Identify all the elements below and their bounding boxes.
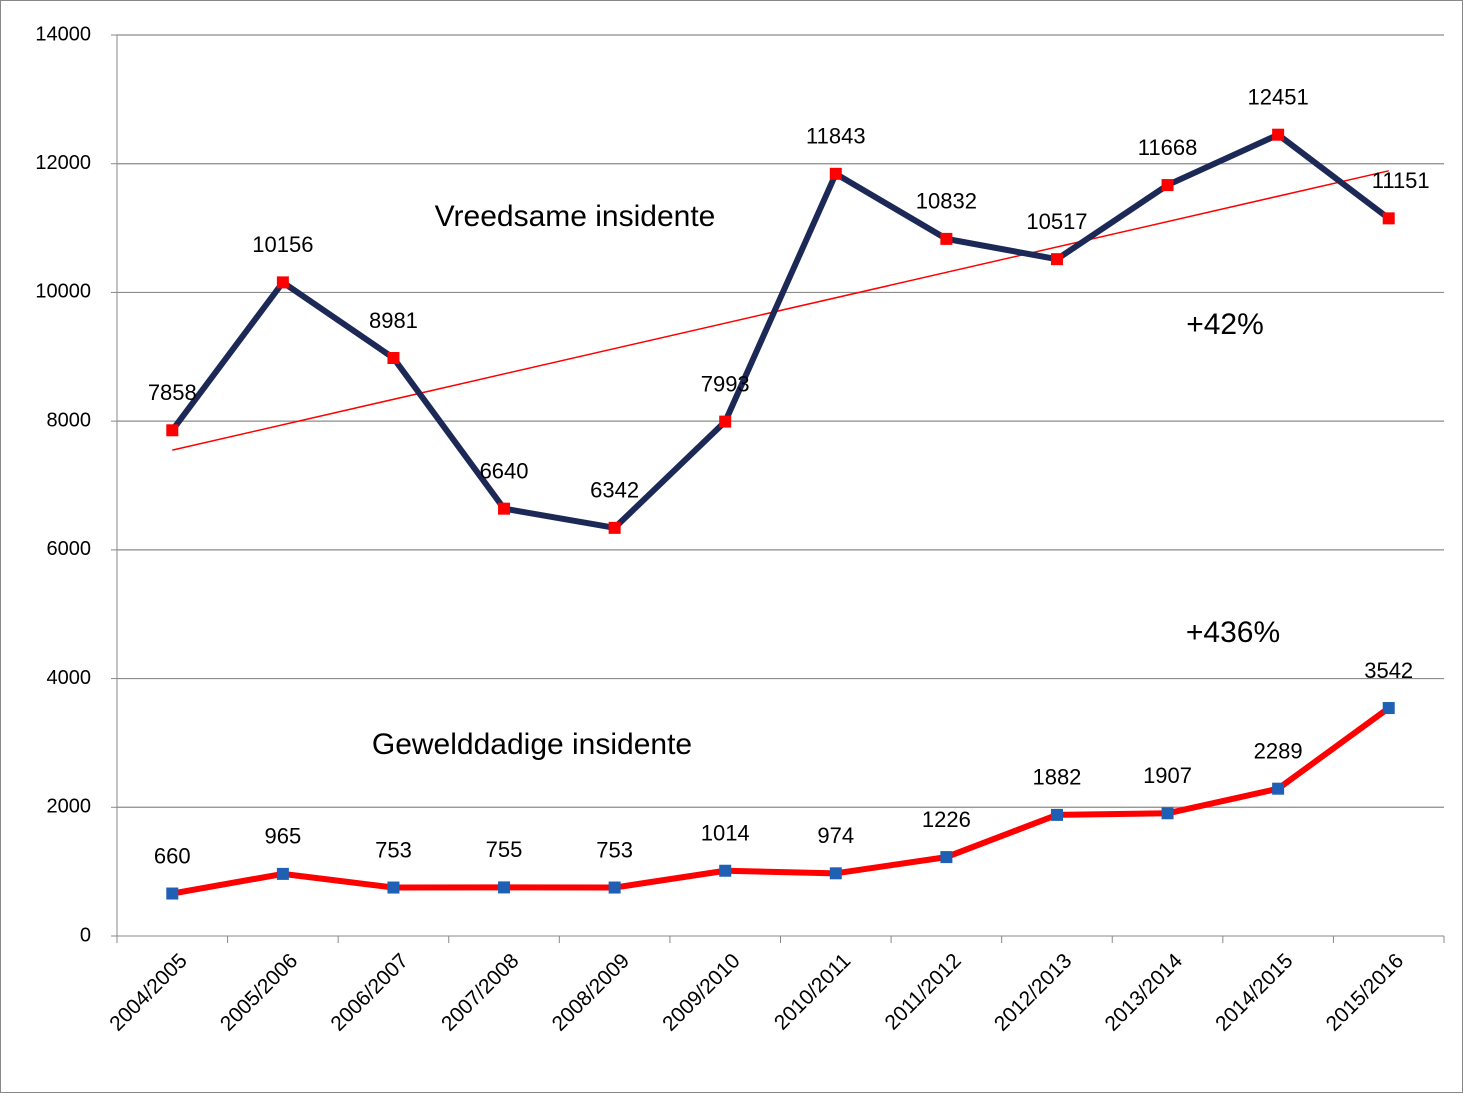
data-label: 2289 — [1254, 738, 1303, 763]
data-label: 10832 — [916, 189, 977, 214]
data-label: 7858 — [148, 380, 197, 405]
y-tick-label: 10000 — [35, 281, 91, 303]
marker — [1272, 128, 1285, 141]
marker — [498, 502, 511, 515]
marker — [1050, 253, 1063, 266]
marker — [829, 867, 842, 880]
trendline — [172, 170, 1389, 451]
marker — [276, 867, 289, 880]
marker — [1272, 782, 1285, 795]
marker — [608, 881, 621, 894]
series-name: Gewelddadige insidente — [372, 728, 692, 761]
y-tick-label: 12000 — [35, 152, 91, 174]
data-label: 6342 — [590, 478, 639, 503]
data-label: 753 — [596, 837, 633, 862]
data-label: 753 — [375, 837, 412, 862]
marker — [940, 232, 953, 245]
marker — [498, 881, 511, 894]
data-label: 10156 — [252, 232, 313, 257]
y-tick-label: 8000 — [47, 409, 92, 431]
marker — [1050, 808, 1063, 821]
data-label: 755 — [486, 837, 523, 862]
series-line — [171, 705, 1391, 897]
data-label: 974 — [817, 823, 854, 848]
data-label: 660 — [154, 843, 191, 868]
marker — [1161, 179, 1174, 192]
marker — [166, 887, 179, 900]
annotation: +42% — [1186, 308, 1264, 341]
data-label: 1226 — [922, 807, 971, 832]
marker — [1382, 212, 1395, 225]
marker — [719, 864, 732, 877]
marker — [166, 424, 179, 437]
data-label: 3542 — [1364, 658, 1413, 683]
data-label: 8981 — [369, 308, 418, 333]
marker — [387, 881, 400, 894]
series-name: Vreedsame insidente — [435, 200, 716, 233]
y-tick-label: 0 — [80, 924, 91, 946]
data-label: 6640 — [480, 458, 529, 483]
data-label: 1014 — [701, 821, 750, 846]
marker — [608, 521, 621, 534]
data-label: 11843 — [806, 124, 866, 149]
y-tick-label: 4000 — [47, 667, 92, 689]
y-tick-label: 2000 — [47, 796, 92, 818]
data-label: 10517 — [1026, 209, 1087, 234]
y-tick-label: 6000 — [47, 538, 92, 560]
y-tick-label: 14000 — [35, 23, 91, 45]
data-label: 12451 — [1248, 85, 1309, 110]
annotation: +436% — [1186, 616, 1280, 649]
data-label: 11151 — [1372, 168, 1430, 193]
data-label: 1907 — [1143, 763, 1192, 788]
marker — [940, 851, 953, 864]
marker — [387, 352, 400, 365]
data-label: 1882 — [1032, 765, 1081, 790]
marker — [1382, 702, 1395, 715]
data-label: 11668 — [1138, 135, 1198, 160]
series-line — [169, 131, 1391, 531]
data-label: 965 — [265, 824, 302, 849]
data-label: 7993 — [701, 371, 750, 396]
marker — [276, 276, 289, 289]
marker — [829, 167, 842, 180]
marker — [1161, 807, 1174, 820]
marker — [719, 415, 732, 428]
